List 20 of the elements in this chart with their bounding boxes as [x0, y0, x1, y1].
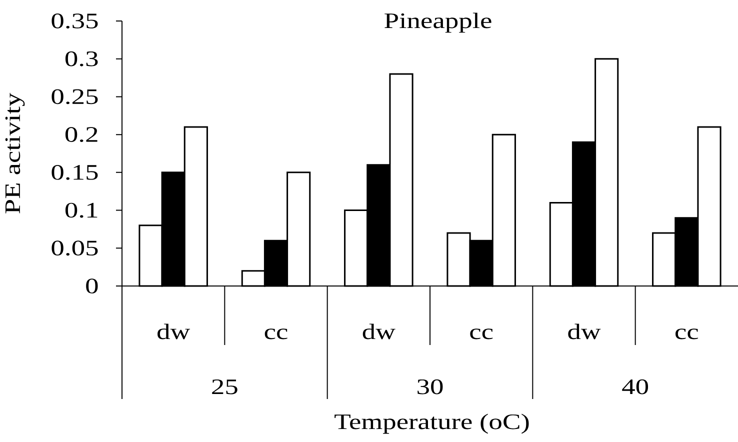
x-tick-label: dw — [362, 324, 396, 340]
y-tick-label: 0.2 — [65, 127, 98, 142]
x-tick-label: cc — [470, 328, 493, 340]
y-axis-title: PE activity — [5, 92, 25, 214]
y-tick-label: 0.3 — [65, 51, 98, 66]
y-tick-label: 0.25 — [52, 89, 98, 104]
x-axis-title: Temperature (oC) — [334, 414, 529, 434]
x-tick-label: dw — [568, 324, 601, 340]
y-tick-label: 0.05 — [52, 240, 98, 256]
y-tick-label: 0.15 — [52, 164, 98, 180]
x-tick-label: cc — [676, 328, 698, 340]
text: 30 — [418, 379, 443, 394]
y-tick-label: 0.1 — [65, 202, 98, 218]
chart-title: Pineapple — [384, 12, 492, 33]
y-tick-label: 0.35 — [52, 14, 98, 28]
text: 25 — [212, 379, 238, 394]
x-tick-label: dw — [158, 324, 190, 340]
text: 40 — [622, 379, 648, 394]
x-tick-label: cc — [264, 328, 288, 340]
y-tick-label: 0 — [86, 278, 98, 294]
